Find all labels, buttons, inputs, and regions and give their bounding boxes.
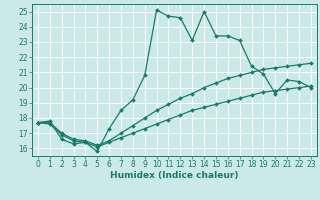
X-axis label: Humidex (Indice chaleur): Humidex (Indice chaleur) (110, 171, 239, 180)
